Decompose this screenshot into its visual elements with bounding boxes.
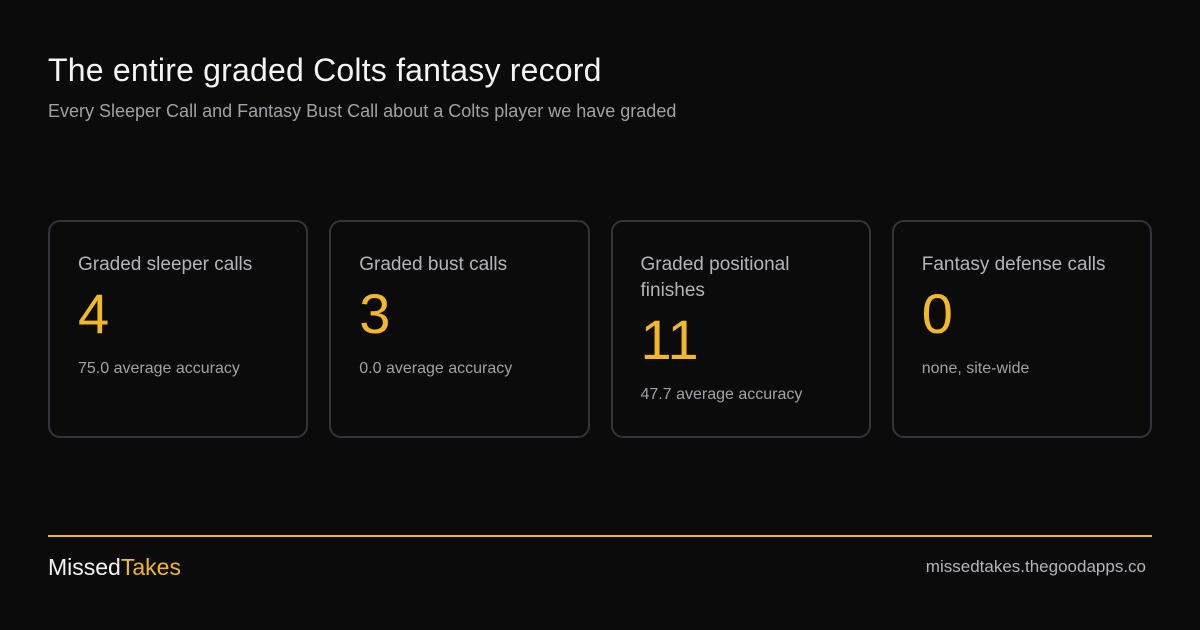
stat-label: Graded sleeper calls: [78, 254, 253, 275]
stat-card-sleeper-calls: Graded sleeper calls 4 75.0 average accu…: [48, 220, 309, 438]
stat-note: 0.0 average accuracy: [359, 360, 513, 377]
stat-label: Fantasy defense calls: [921, 254, 1106, 275]
stats-row: Graded sleeper calls 4 75.0 average accu…: [48, 220, 1152, 438]
page-subtitle: Every Sleeper Call and Fantasy Bust Call…: [48, 101, 677, 121]
brand-logo: MissedTakes: [48, 553, 181, 581]
stat-value: 4: [78, 282, 110, 345]
footer-divider: [48, 535, 1152, 537]
stat-card-defense-calls: Fantasy defense calls 0 none, site-wide: [891, 220, 1152, 438]
stat-card-bust-calls: Graded bust calls 3 0.0 average accuracy: [329, 220, 590, 438]
brand-takes-text: Takes: [120, 554, 181, 580]
stat-card-positional-finishes: Graded positional finishes 11 47.7 avera…: [610, 220, 871, 438]
brand-missed-text: Missed: [48, 554, 121, 580]
stat-value: 3: [359, 282, 391, 345]
page-title: The entire graded Colts fantasy record: [48, 52, 602, 88]
stat-note: 75.0 average accuracy: [78, 360, 240, 377]
stat-value: 0: [921, 282, 953, 345]
stat-label: Graded bust calls: [359, 254, 508, 275]
stat-note: none, site-wide: [921, 360, 1030, 377]
stat-note: 47.7 average accuracy: [640, 386, 803, 403]
stat-value: 11: [640, 308, 699, 371]
stat-label: Graded positional finishes: [640, 254, 790, 301]
site-url: missedtakes.thegoodapps.co: [925, 557, 1146, 576]
